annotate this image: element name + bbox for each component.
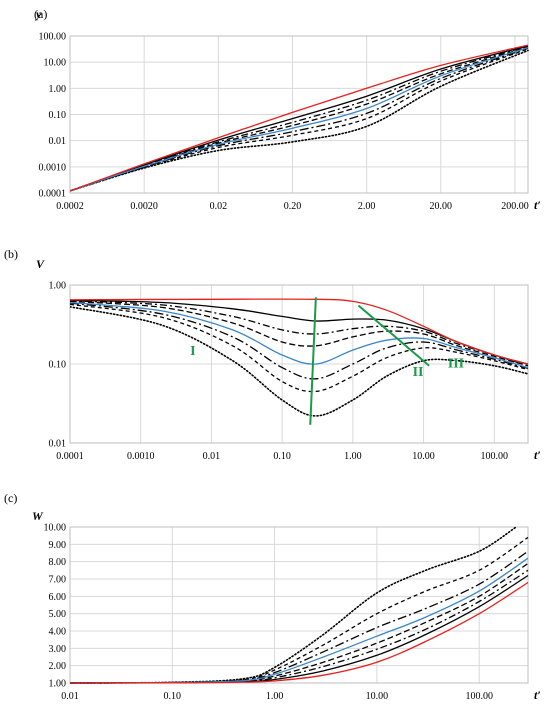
series-line-black-dotted <box>70 49 529 192</box>
series-group <box>70 526 529 684</box>
y-tick-label: 3.00 <box>49 644 67 655</box>
y-tick-label: 0.10 <box>49 360 67 371</box>
panel-c-chart: (c) Wt′ 0.01 0.10 1.00 10.00 100.00 1.00 2.00 3.0… <box>4 491 541 702</box>
panel-label: (c) <box>4 491 17 505</box>
y-tick-label: 2.00 <box>49 661 67 672</box>
x-tick-label: 1.00 <box>344 451 362 462</box>
y-tick-label: 10.00 <box>44 523 67 534</box>
x-tick-label: 10.00 <box>366 691 389 702</box>
x-axis-label: t′ <box>534 688 541 702</box>
x-tick-label: 0.0001 <box>56 451 84 462</box>
x-tick-label: 0.01 <box>61 691 79 702</box>
series-line-black-dashed <box>70 562 529 684</box>
x-tick-label: 1.00 <box>266 691 284 702</box>
y-tick-label: 8.00 <box>49 557 67 568</box>
x-tick-label: 0.0010 <box>127 451 155 462</box>
y-axis-label: y <box>34 7 42 21</box>
y-tick-label: 0.0010 <box>39 162 67 173</box>
x-tick-label: 100.00 <box>481 451 509 462</box>
series-line-blue-solid <box>70 557 529 684</box>
series-line-black-dashed-2 <box>70 536 529 684</box>
y-tick-label: 0.0001 <box>39 189 67 200</box>
x-tick-label: 200.00 <box>501 201 529 212</box>
series-line-black-solid <box>70 574 529 684</box>
region-annotation-III: III <box>448 357 464 372</box>
x-tick-label: 0.01 <box>203 451 221 462</box>
guide-line-I <box>309 297 317 425</box>
y-tick-label: 5.00 <box>49 609 67 620</box>
y-tick-label: 4.00 <box>49 627 67 638</box>
series-line-black-dotted <box>70 526 517 684</box>
series-line-black-dotted <box>70 306 529 417</box>
y-tick-label: 0.01 <box>49 136 67 147</box>
series-line-black-dashed <box>70 300 529 367</box>
series-line-black-dashdot <box>70 569 529 684</box>
series-line-red-solid <box>70 44 529 192</box>
x-tick-label: 0.0020 <box>130 201 158 212</box>
x-tick-label: 0.10 <box>164 691 182 702</box>
plot-frame <box>69 526 529 684</box>
panel-a-chart: (a)y t′ 0.0002 0.0020 0.02 0.20 2.00 20.00 200.0… <box>34 7 541 212</box>
y-tick-label: 1.00 <box>49 281 67 292</box>
y-tick-label: 9.00 <box>49 540 67 551</box>
guide-line-II <box>357 304 430 367</box>
y-tick-label: 1.00 <box>49 679 67 690</box>
y-tick-label: 6.00 <box>49 592 67 603</box>
x-tick-label: 2.00 <box>358 201 376 212</box>
plot-frame <box>69 35 529 194</box>
series-line-blue-solid <box>70 301 529 369</box>
region-annotation-II: II <box>413 365 424 380</box>
x-tick-label: 10.00 <box>412 451 435 462</box>
x-tick-label: 20.00 <box>430 201 453 212</box>
x-axis-label: t′ <box>534 198 541 212</box>
y-tick-label: 1.00 <box>49 84 67 95</box>
series-group <box>70 298 529 417</box>
x-tick-label: 0.10 <box>273 451 291 462</box>
y-tick-label: 7.00 <box>49 575 67 586</box>
y-axis-label: W <box>32 509 44 523</box>
x-tick-label: 100.00 <box>465 691 493 702</box>
series-line-black-dashdot <box>70 45 529 192</box>
series-line-black-dashed <box>70 46 529 192</box>
series-line-red-solid <box>70 298 529 365</box>
y-axis-label: V <box>36 257 45 271</box>
panel-label: (b) <box>4 247 18 261</box>
series-line-black-dashed-2 <box>70 303 529 393</box>
x-tick-label: 0.0002 <box>56 201 84 212</box>
x-axis-label: t′ <box>534 448 541 462</box>
y-tick-label: 0.10 <box>49 110 67 121</box>
series-group <box>70 44 529 192</box>
y-tick-label: 10.00 <box>44 58 67 69</box>
x-tick-label: 0.20 <box>284 201 302 212</box>
y-tick-label: 0.01 <box>49 439 67 450</box>
panel-label: (a) <box>34 7 47 21</box>
x-tick-label: 0.02 <box>210 201 228 212</box>
panel-b-chart: (b) Vt′ 0.0001 0.0010 0.01 0.10 1.00 10.00 100.0… <box>4 247 541 462</box>
series-line-red-solid <box>70 581 529 684</box>
region-annotation-I: I <box>190 344 195 359</box>
y-tick-label: 100.00 <box>39 32 67 43</box>
series-line-blue-solid <box>70 46 529 192</box>
